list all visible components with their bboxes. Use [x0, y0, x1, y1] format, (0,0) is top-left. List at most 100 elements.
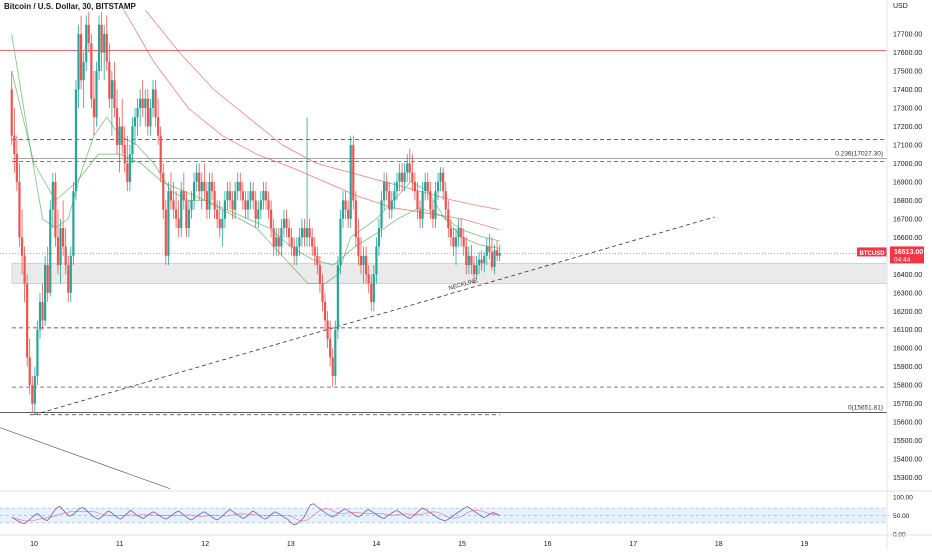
candle-body — [347, 209, 350, 219]
candle-body — [447, 209, 450, 229]
candle-body — [198, 172, 201, 192]
candle-body — [139, 98, 142, 108]
candle-body — [249, 191, 252, 201]
candle-body — [406, 163, 409, 173]
candle-body — [344, 200, 347, 210]
price-tick-label: 15300.00 — [893, 475, 922, 482]
price-tick-label: 17500.00 — [893, 68, 922, 75]
candle-body — [192, 181, 196, 201]
candle-body — [146, 98, 149, 127]
candle-body — [331, 357, 334, 376]
candle-body — [424, 181, 427, 192]
candle-body — [362, 255, 365, 266]
candle-body — [213, 191, 216, 210]
candle-body — [236, 181, 239, 192]
moving-average-line — [11, 70, 500, 266]
candle-body — [64, 246, 67, 266]
fib-level-label: 0(15651.81) — [848, 405, 883, 412]
candle-body — [36, 329, 39, 376]
candle-body — [128, 154, 131, 182]
price-tick-label: 15500.00 — [893, 438, 922, 445]
price-tick-label: 16800.00 — [893, 198, 922, 205]
candle-body — [97, 24, 101, 71]
candle-body — [44, 265, 47, 321]
candle-body — [457, 228, 460, 238]
candle-body — [478, 259, 481, 266]
candle-body — [149, 107, 152, 127]
trend-line — [0, 427, 171, 489]
symbol-title: Bitcoin / U.S. Dollar, 30, BITSTAMP — [4, 2, 136, 11]
candle-body — [90, 43, 93, 99]
candle-body — [285, 218, 288, 229]
price-tick-label: 15800.00 — [893, 383, 922, 390]
price-tick-label: 15400.00 — [893, 457, 922, 464]
candle-body — [326, 320, 329, 339]
candle-body — [167, 191, 170, 256]
candle-body — [87, 24, 90, 44]
candle-body — [169, 191, 173, 201]
candle-body — [228, 191, 232, 201]
candle-body — [490, 252, 494, 267]
rsi-line — [11, 503, 500, 526]
price-tick-label: 17400.00 — [893, 87, 922, 94]
moving-average-line — [123, 9, 500, 231]
candle-body — [244, 200, 247, 210]
time-tick-label: 16 — [544, 541, 552, 548]
candle-body — [388, 191, 391, 210]
candle-body — [359, 255, 363, 266]
candle-body — [210, 181, 214, 192]
candle-body — [241, 191, 244, 201]
currency-label: USD — [893, 3, 908, 10]
price-tick-label: 17300.00 — [893, 105, 922, 112]
time-tick-label: 13 — [287, 541, 295, 548]
candle-body — [172, 200, 175, 210]
candle-body — [426, 181, 429, 192]
candle-body — [352, 144, 355, 201]
candle-body — [365, 255, 368, 275]
moving-average-line — [11, 33, 500, 284]
candle-body — [375, 246, 378, 275]
price-tick-label: 16400.00 — [893, 272, 922, 279]
candle-body — [321, 283, 324, 303]
price-tick-label: 16100.00 — [893, 327, 922, 334]
candle-body — [100, 24, 103, 53]
candle-body — [180, 191, 183, 229]
candle-body — [354, 200, 357, 238]
candle-body — [480, 259, 483, 264]
candle-body — [316, 255, 319, 266]
candle-body — [108, 61, 111, 99]
price-tag — [890, 246, 924, 264]
candle-body — [174, 209, 178, 219]
candle-body — [136, 107, 139, 118]
candle-body — [123, 144, 126, 164]
rsi-tick-label: 50.00 — [893, 513, 910, 520]
candle-body — [385, 181, 388, 192]
candle-body — [239, 181, 242, 192]
candle-body — [49, 209, 52, 293]
time-tick-label: 19 — [801, 541, 809, 548]
candle-body — [372, 274, 375, 303]
candle-body — [226, 191, 229, 201]
candle-body — [303, 228, 306, 238]
candle-body — [216, 209, 219, 219]
candle-body — [308, 228, 311, 238]
candle-body — [221, 218, 224, 229]
price-tick-label: 17000.00 — [893, 161, 922, 168]
candle-body — [67, 265, 70, 293]
candle-body — [262, 191, 265, 201]
candle-body — [483, 255, 486, 264]
candle-body — [151, 89, 155, 108]
candle-body — [277, 237, 280, 247]
time-tick-label: 14 — [373, 541, 381, 548]
candle-body — [403, 172, 406, 182]
candle-body — [367, 274, 370, 284]
candle-body — [470, 255, 473, 266]
candle-body — [13, 135, 16, 155]
candle-body — [488, 246, 491, 253]
candle-body — [77, 34, 80, 90]
candle-body — [190, 200, 193, 210]
candle-body — [323, 302, 327, 321]
time-tick-label: 12 — [201, 541, 209, 548]
